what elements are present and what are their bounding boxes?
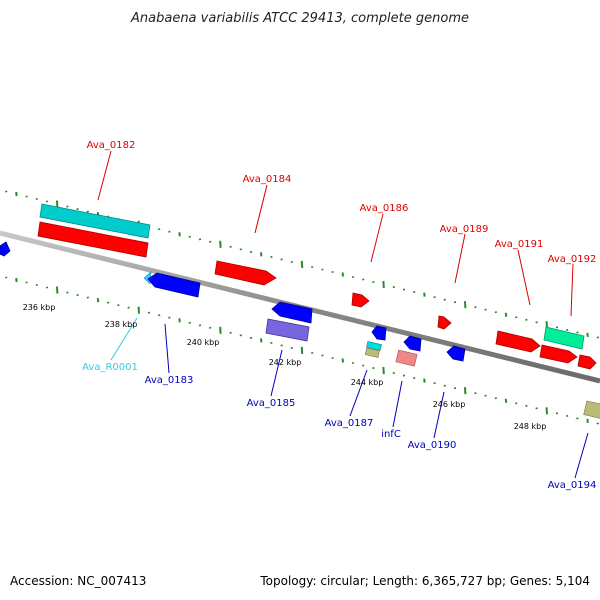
gene-ava-0182[interactable] xyxy=(37,221,149,258)
label-ava-0187[interactable]: Ava_0187 xyxy=(325,418,374,429)
scale-label-244: 244 kbp xyxy=(351,378,384,387)
label-ava-0190[interactable]: Ava_0190 xyxy=(408,440,457,451)
gene-ava-0187[interactable] xyxy=(371,325,387,341)
gene-infc[interactable] xyxy=(395,349,418,367)
label-ava-0192[interactable]: Ava_0192 xyxy=(548,254,597,265)
leader-infc xyxy=(392,380,403,428)
label-ava-r0001[interactable]: Ava_R0001 xyxy=(82,362,138,373)
gene-ava-0191-b[interactable] xyxy=(539,344,578,364)
gene-ava-0184[interactable] xyxy=(214,260,277,286)
topology-text: Topology: circular; Length: 6,365,727 bp… xyxy=(260,574,590,588)
label-ava-0183[interactable]: Ava_0183 xyxy=(145,375,194,386)
scale-label-248: 248 kbp xyxy=(514,422,547,431)
label-ava-0186[interactable]: Ava_0186 xyxy=(360,203,409,214)
leader-ava-0191 xyxy=(517,249,531,306)
leader-ava-0190 xyxy=(433,391,445,439)
gene-ava-0182-rna[interactable] xyxy=(39,203,151,239)
leader-ava-0186 xyxy=(370,213,384,263)
scale-label-238: 238 kbp xyxy=(105,320,138,329)
scale-label-246: 246 kbp xyxy=(433,400,466,409)
leader-ava-0194 xyxy=(574,432,589,479)
gene-ava-0185-b[interactable] xyxy=(265,318,310,342)
gene-ava-0194[interactable] xyxy=(583,400,600,420)
gene-ava-0190[interactable] xyxy=(446,345,466,362)
scale-labels: 236 kbp 238 kbp 240 kbp 242 kbp 244 kbp … xyxy=(23,303,547,431)
gene-ava-0185-a[interactable] xyxy=(271,301,313,324)
label-ava-0194[interactable]: Ava_0194 xyxy=(548,480,597,491)
gene-labels-bottom: Ava_R0001 Ava_0183 Ava_0185 Ava_0187 inf… xyxy=(82,362,596,491)
gene-left-edge[interactable] xyxy=(0,241,11,257)
gene-ava-0183[interactable] xyxy=(147,272,201,298)
leader-ava-0189 xyxy=(454,233,466,284)
leader-ava-0187 xyxy=(349,369,368,417)
gene-ava-0192-misc[interactable] xyxy=(543,326,585,350)
gene-ava-0191-a[interactable] xyxy=(495,330,541,353)
gene-ava-0186[interactable] xyxy=(351,292,370,308)
gene-labels-top: Ava_0182 Ava_0184 Ava_0186 Ava_0189 Ava_… xyxy=(87,140,597,265)
label-ava-0191[interactable]: Ava_0191 xyxy=(495,239,544,250)
gene-ava-0192[interactable] xyxy=(577,354,597,370)
scale-label-242: 242 kbp xyxy=(269,358,302,367)
leader-ava-0185 xyxy=(270,349,283,397)
leader-ava-r0001 xyxy=(110,317,138,361)
leader-ava-0183 xyxy=(164,323,170,374)
label-ava-0184[interactable]: Ava_0184 xyxy=(243,174,292,185)
label-ava-0185[interactable]: Ava_0185 xyxy=(247,398,296,409)
leader-ava-0184 xyxy=(254,184,268,234)
scale-label-240: 240 kbp xyxy=(187,338,220,347)
leader-ava-0192 xyxy=(570,263,574,317)
accession-text: Accession: NC_007413 xyxy=(10,574,147,588)
tick-track-lower xyxy=(5,276,599,425)
gene-ava-0189[interactable] xyxy=(437,315,452,330)
scale-label-236: 236 kbp xyxy=(23,303,56,312)
gene-infc-upper[interactable] xyxy=(403,335,422,352)
map-title: Anabaena variabilis ATCC 29413, complete… xyxy=(130,11,469,26)
label-ava-0182[interactable]: Ava_0182 xyxy=(87,140,136,151)
gene-features xyxy=(0,203,600,420)
leader-ava-0182 xyxy=(97,150,112,201)
leader-lines xyxy=(97,150,589,479)
label-infc[interactable]: infC xyxy=(381,429,401,440)
label-ava-0189[interactable]: Ava_0189 xyxy=(440,224,489,235)
gene-ava-0187-misc[interactable] xyxy=(364,347,380,358)
